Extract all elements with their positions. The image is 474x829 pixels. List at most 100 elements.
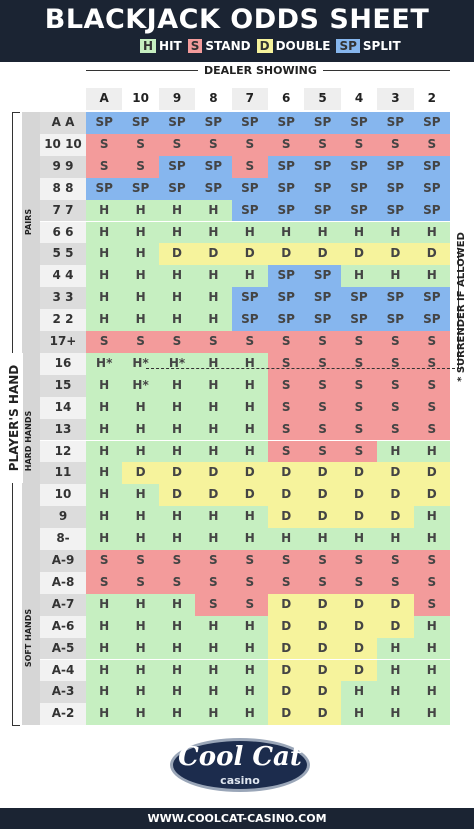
logo: Cool Cat — [178, 742, 302, 772]
column-header: 3 — [377, 88, 414, 110]
cell: D — [195, 243, 232, 266]
row-label: 7 7 — [40, 199, 86, 222]
cell: SP — [158, 177, 196, 200]
cell: S — [377, 396, 414, 419]
cell: SP — [413, 155, 450, 178]
cell: H — [304, 528, 341, 550]
row-label: A-6 — [40, 615, 86, 638]
player-label: PLAYER'S HAND — [7, 353, 23, 483]
cell: S — [122, 133, 159, 156]
cell: S — [195, 593, 232, 616]
cell: H* — [122, 374, 159, 397]
cell: D — [413, 484, 450, 507]
legend-key: D — [256, 39, 273, 53]
cell: D — [340, 484, 378, 507]
cell: H — [231, 352, 268, 375]
cell: H — [122, 681, 159, 704]
cell: SP — [86, 177, 123, 200]
cell: D — [377, 462, 414, 485]
cell: S — [195, 571, 232, 594]
group-label: SOFT HANDS — [24, 608, 33, 667]
cell: D — [268, 593, 305, 616]
cell: H — [413, 681, 450, 704]
cell: S — [340, 418, 378, 441]
cell: SP — [340, 199, 378, 222]
cell: SP — [340, 287, 378, 310]
cell: H — [158, 637, 196, 660]
cell: D — [340, 637, 378, 660]
cell: H — [231, 265, 268, 288]
cell: D — [304, 243, 341, 266]
cell: S — [158, 571, 196, 594]
cell: H — [158, 659, 196, 682]
row-label: A-4 — [40, 659, 86, 682]
logo-badge — [170, 738, 310, 792]
cell: H — [195, 506, 232, 529]
cell: S — [377, 374, 414, 397]
legend-label: HIT — [159, 39, 182, 53]
cell: D — [304, 681, 341, 704]
cell: H — [377, 528, 414, 550]
group-label: PAIRS — [24, 208, 33, 235]
cell: S — [304, 374, 341, 397]
cell: SP — [377, 112, 414, 134]
cell: D — [377, 484, 414, 507]
cell: S — [304, 331, 341, 353]
cell: SP — [340, 112, 378, 134]
cell: SP — [268, 265, 305, 288]
cell: D — [304, 703, 341, 726]
cell: H — [231, 681, 268, 704]
cell: SP — [231, 112, 268, 134]
row-label: 2 2 — [40, 309, 86, 331]
cell: H — [122, 506, 159, 529]
legend-item: SP SPLIT — [336, 39, 401, 53]
cell: H — [86, 528, 123, 550]
cell: S — [158, 550, 196, 572]
cell: D — [231, 484, 268, 507]
cell: H — [86, 462, 123, 485]
cell: H — [86, 243, 123, 266]
row-label: 5 5 — [40, 243, 86, 266]
cell: D — [158, 462, 196, 485]
cell: H — [86, 593, 123, 616]
cell: H — [86, 374, 123, 397]
column-header: 10 — [122, 88, 159, 110]
cell: H — [268, 221, 305, 244]
cell: H — [413, 440, 450, 463]
cell: H — [86, 221, 123, 244]
cell: SP — [122, 112, 159, 134]
cell: S — [377, 550, 414, 572]
row-label: 10 — [40, 484, 86, 507]
cell: H — [158, 615, 196, 638]
cell: D — [377, 243, 414, 266]
logo-sub: casino — [220, 774, 260, 787]
cell: H — [413, 615, 450, 638]
cell: H — [377, 637, 414, 660]
cell: H — [231, 528, 268, 550]
cell: H — [158, 287, 196, 310]
cell: H — [122, 221, 159, 244]
cell: H — [231, 506, 268, 529]
cell: SP — [268, 309, 305, 331]
column-header: 9 — [158, 88, 196, 110]
cell: SP — [413, 309, 450, 331]
cell: SP — [377, 287, 414, 310]
cell: D — [340, 462, 378, 485]
cell: S — [231, 593, 268, 616]
cell: H — [195, 637, 232, 660]
cell: S — [340, 571, 378, 594]
cell: H — [340, 681, 378, 704]
legend-key: S — [187, 39, 203, 53]
cell: S — [268, 440, 305, 463]
cell: D — [304, 637, 341, 660]
cell: H* — [86, 352, 123, 375]
cell: SP — [231, 177, 268, 200]
legend-item: S STAND — [187, 39, 251, 53]
cell: H — [231, 615, 268, 638]
cell: H* — [158, 352, 196, 375]
cell: H — [231, 374, 268, 397]
cell: H — [122, 396, 159, 419]
cell: H — [231, 659, 268, 682]
cell: H — [195, 309, 232, 331]
row-label: A-7 — [40, 593, 86, 616]
